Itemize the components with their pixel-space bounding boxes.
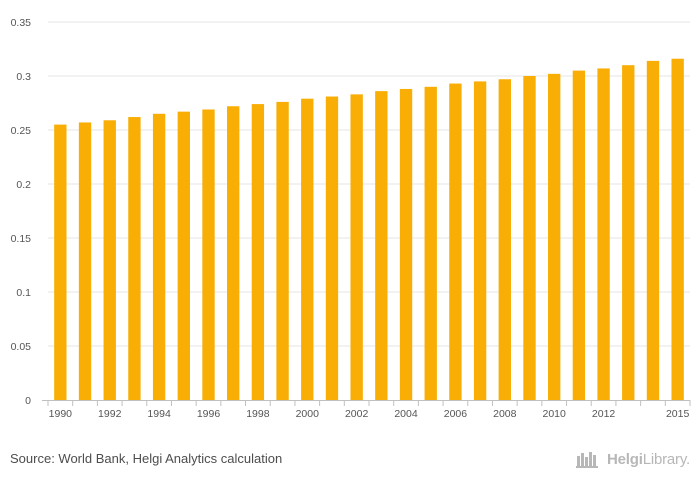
y-axis-tick-labels: 0 0.05 0.1 0.15 0.2 0.25 0.3 0.35 (11, 17, 32, 407)
bar-2010 (548, 73, 561, 400)
y-tick-label: 0.3 (16, 71, 31, 83)
x-axis (42, 400, 691, 406)
bar-1990 (54, 124, 67, 400)
x-tick-label: 2010 (543, 408, 567, 420)
bar-1992 (103, 120, 116, 400)
brand-name-light: Library. (642, 450, 691, 468)
x-tick-label: 1996 (197, 408, 221, 420)
bar-2005 (424, 86, 437, 401)
y-tick-label: 0.35 (11, 17, 32, 29)
bar-2011 (572, 70, 586, 400)
bar-1995 (177, 111, 190, 400)
bar-1993 (128, 117, 141, 400)
y-tick-label: 0.05 (11, 341, 32, 353)
bar-2006 (449, 83, 462, 400)
bar-2003 (375, 91, 388, 401)
bar-2001 (325, 96, 339, 401)
brand-name-bold: Helgi (607, 450, 643, 468)
gridlines (48, 21, 690, 347)
bar-2000 (301, 98, 314, 401)
x-tick-label: 1990 (49, 408, 73, 420)
x-tick-label: 2002 (345, 408, 369, 420)
x-tick-label: 2004 (394, 408, 418, 420)
y-tick-label: 0.1 (16, 287, 31, 299)
source-note: Source: World Bank, Helgi Analytics calc… (10, 451, 283, 466)
brand-name: HelgiLibrary. (607, 451, 690, 468)
bar-2007 (473, 81, 487, 401)
bar-2008 (498, 79, 511, 401)
bar-2009 (523, 76, 536, 400)
bars (54, 58, 684, 401)
bar-1994 (152, 113, 166, 401)
bar-1991 (78, 122, 92, 400)
y-tick-label: 0.25 (11, 125, 32, 137)
helgi-library-logo: HelgiLibrary. (576, 448, 690, 470)
bar-2012 (597, 68, 610, 400)
bar-2004 (399, 88, 413, 401)
x-axis-tick-labels: 1990 1992 1994 1996 1998 2000 2002 2004 2006 2008… (49, 408, 690, 420)
bar-2014 (646, 60, 660, 400)
x-tick-label: 1994 (147, 408, 171, 420)
bar-1997 (227, 106, 240, 401)
y-tick-label: 0.15 (11, 233, 32, 245)
y-tick-label: 0 (25, 395, 31, 407)
x-tick-label: 1992 (98, 408, 122, 420)
x-tick-label: 2008 (493, 408, 517, 420)
x-tick-label: 2015 (666, 408, 690, 420)
x-tick-label: 2006 (444, 408, 468, 420)
x-tick-label: 2000 (296, 408, 320, 420)
x-tick-label: 1998 (246, 408, 270, 420)
x-tick-label: 2012 (592, 408, 616, 420)
library-books-icon (576, 452, 598, 468)
bar-1996 (202, 109, 215, 400)
bar-chart: 00.050.10.150.20.250.30.35 1990 1992 1994 1… (11, 17, 691, 420)
bar-2013 (622, 65, 635, 400)
bar-1998 (251, 104, 265, 400)
bar-2002 (350, 94, 363, 401)
bar-2015 (671, 58, 684, 400)
bar-1999 (276, 101, 289, 401)
y-tick-label: 0.2 (16, 179, 31, 191)
